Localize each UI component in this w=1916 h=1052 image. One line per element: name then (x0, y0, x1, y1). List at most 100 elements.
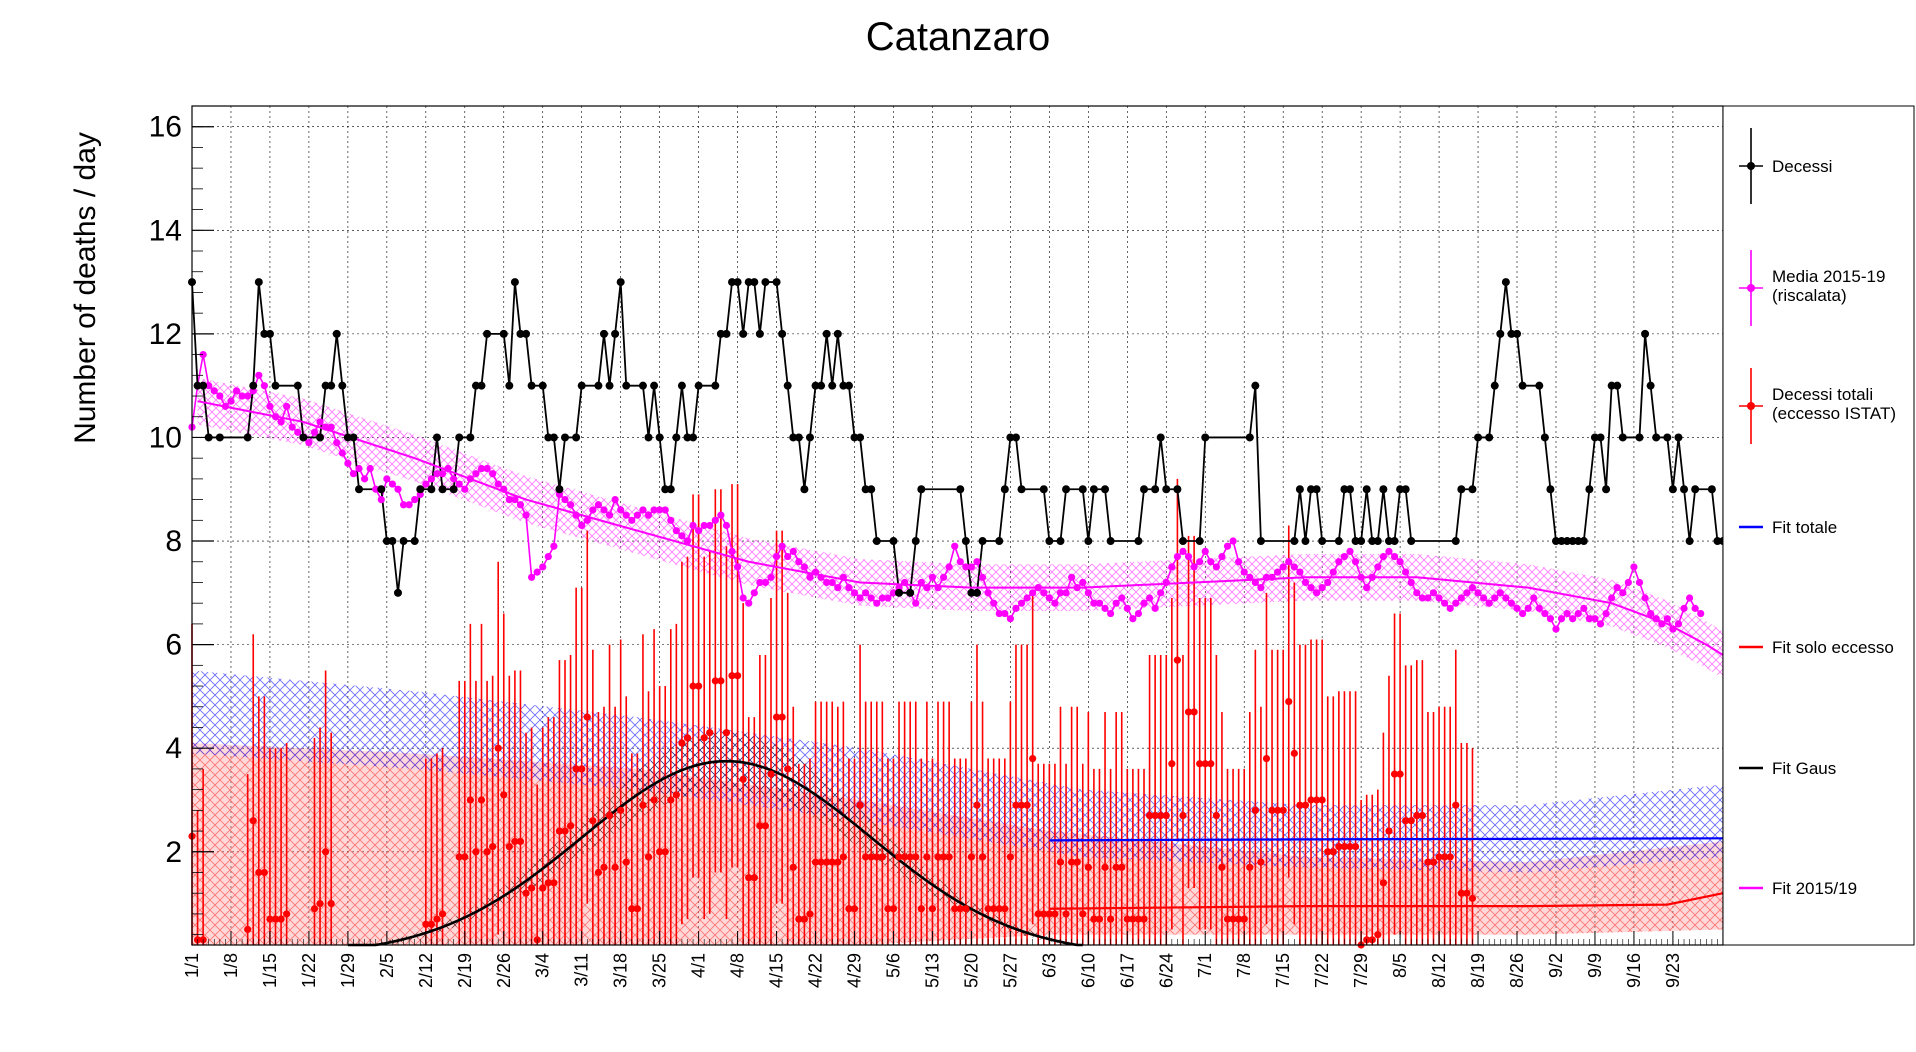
eccesso-point (800, 915, 809, 923)
media-point (1491, 594, 1499, 602)
eccesso-point (427, 920, 435, 928)
eccesso-point (260, 868, 268, 877)
x-tick-label: 4/1 (689, 953, 709, 978)
legend-box (1722, 105, 1915, 946)
x-tick-label: 1/1 (182, 953, 202, 978)
decessi-point (906, 588, 915, 597)
eccesso-point (1457, 889, 1465, 897)
eccesso-point (711, 677, 719, 685)
decessi-point (1496, 329, 1505, 338)
media-point (1095, 599, 1104, 607)
media-point (706, 521, 714, 530)
x-tick-label: 2/26 (494, 953, 514, 988)
decessi-point (332, 329, 341, 338)
legend-label: Decessi (1772, 157, 1832, 176)
decessi-point (672, 433, 681, 442)
media-point (761, 578, 770, 587)
x-tick-label: 5/6 (883, 953, 903, 978)
media-point (1168, 563, 1176, 571)
media-point (1569, 615, 1577, 623)
decessi-point (783, 381, 792, 390)
media-point (1279, 563, 1287, 571)
decessi-point (399, 537, 408, 546)
x-tick-label: 1/8 (221, 953, 241, 978)
eccesso-point (978, 853, 987, 861)
decessi-line (191, 281, 1723, 594)
media-point (1029, 589, 1037, 597)
eccesso-point (1062, 910, 1070, 918)
media-point (784, 552, 792, 561)
media-point (811, 568, 820, 576)
decessi-point (644, 433, 653, 442)
media-point (850, 589, 859, 597)
eccesso-point (1312, 796, 1321, 804)
media-point (678, 532, 686, 540)
media-point (255, 371, 263, 379)
decessi-point (1607, 381, 1616, 390)
x-tick-label: 7/1 (1195, 953, 1215, 978)
decessi-point (1162, 485, 1171, 494)
decessi-point (1618, 433, 1627, 442)
decessi-point (549, 433, 558, 442)
decessi-point (1256, 537, 1265, 546)
eccesso-point (1145, 811, 1154, 820)
eccesso-point (789, 863, 797, 871)
decessi-point (1579, 537, 1588, 546)
eccesso-point (828, 858, 836, 866)
media-point (928, 573, 937, 581)
decessi-point (1646, 381, 1655, 390)
decessi-point (299, 433, 308, 442)
decessi-point (839, 381, 848, 390)
decessi-point (265, 329, 274, 338)
eccesso-point (1262, 754, 1271, 763)
decessi-point (432, 433, 441, 442)
media-point (227, 397, 235, 405)
eccesso-point (1379, 879, 1387, 887)
decessi-point (828, 381, 837, 390)
decessi-point (1140, 485, 1149, 494)
media-point (355, 464, 363, 473)
decessi-point (499, 329, 508, 338)
eccesso-point (249, 817, 257, 825)
media-point (661, 506, 669, 514)
decessi-point (811, 381, 820, 390)
decessi-point (1245, 433, 1254, 442)
media-point (934, 584, 942, 592)
decessi-point (416, 485, 425, 494)
decessi-point (455, 433, 464, 442)
decessi-point (1451, 537, 1460, 546)
eccesso-point (516, 837, 525, 846)
media-point (1658, 620, 1666, 628)
media-point (1274, 568, 1282, 576)
eccesso-point (1290, 749, 1298, 757)
decessi-point (321, 381, 330, 390)
media-point (1624, 578, 1632, 587)
decessi-point (193, 381, 202, 390)
decessi-point (1652, 433, 1661, 442)
media-point (366, 464, 374, 473)
media-point (1518, 609, 1527, 618)
media-point (1641, 594, 1649, 602)
eccesso-point (1073, 858, 1081, 866)
media-point (1346, 547, 1354, 555)
eccesso-point (1346, 842, 1354, 851)
x-tick-label: 2/19 (455, 953, 475, 988)
decessi-point (1401, 485, 1410, 494)
eccesso-point (1429, 858, 1438, 866)
decessi-point (1301, 537, 1310, 546)
eccesso-point (316, 899, 324, 908)
media-point (605, 511, 614, 519)
eccesso-point (561, 827, 569, 835)
media-point (283, 402, 291, 410)
eccesso-point (633, 905, 641, 913)
media-point (973, 558, 981, 566)
media-point (1307, 584, 1315, 592)
eccesso-point (806, 910, 814, 918)
media-point (528, 573, 536, 581)
media-point (1541, 609, 1549, 618)
eccesso-point (277, 915, 285, 923)
decessi-point (967, 588, 976, 597)
eccesso-point (1112, 863, 1120, 871)
media-point (594, 501, 603, 509)
media-point (1112, 599, 1120, 607)
